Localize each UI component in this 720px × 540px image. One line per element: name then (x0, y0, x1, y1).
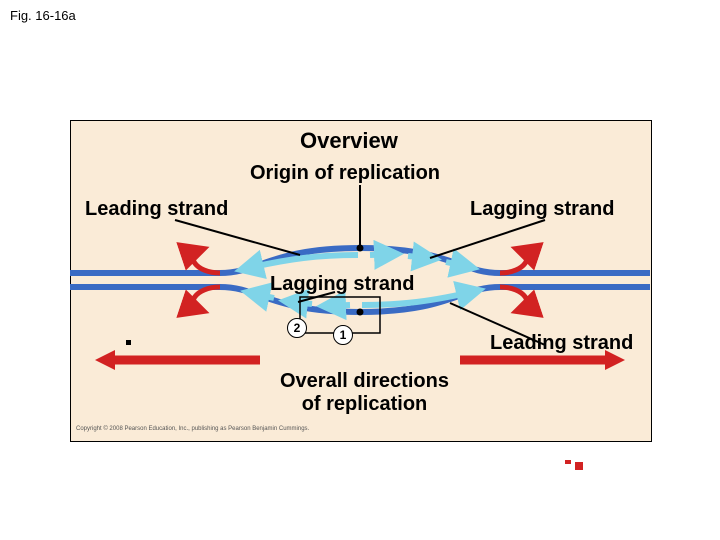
label-overall: Overall directions of replication (280, 370, 449, 416)
label-leading-top: Leading strand (85, 198, 228, 221)
label-leading-bot: Leading strand (490, 332, 633, 355)
diagram-svg (0, 0, 720, 540)
label-overview: Overview (300, 128, 398, 154)
copyright-text: Copyright © 2008 Pearson Education, Inc.… (76, 426, 309, 432)
label-lagging-top: Lagging strand (470, 198, 614, 221)
fragment-number-2: 2 (287, 318, 307, 338)
fragment-number-1: 1 (333, 325, 353, 345)
label-lagging-mid: Lagging strand (270, 273, 414, 296)
label-origin: Origin of replication (250, 162, 440, 185)
